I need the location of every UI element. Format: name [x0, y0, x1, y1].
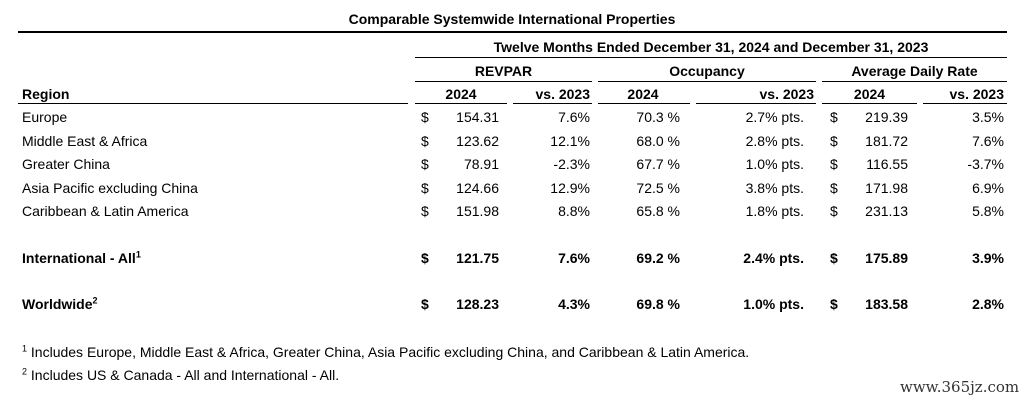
occupancy-2024-cell: 70.3 %	[636, 109, 680, 125]
revpar-2024-cell: 124.66	[456, 180, 499, 196]
group-header-adr: Average Daily Rate	[851, 63, 978, 79]
title-rule	[18, 31, 1007, 33]
adr-2024-cell: 175.89	[865, 250, 908, 266]
adr-change-cell: 2.8%	[972, 296, 1004, 312]
currency-symbol: $	[830, 156, 838, 172]
header-rule-revpar-2024	[415, 103, 507, 104]
revpar-change-cell: 12.1%	[550, 133, 590, 149]
group-rule-occupancy	[598, 81, 816, 82]
footnote-marker: 2	[22, 366, 28, 377]
group-header-revpar: REVPAR	[474, 63, 533, 79]
revpar-2024-cell: 121.75	[456, 250, 499, 266]
column-header-occupancy-2024: 2024	[627, 86, 659, 102]
header-rule-revpar-vs2023	[513, 103, 592, 104]
region-cell: Asia Pacific excluding China	[22, 180, 198, 196]
currency-symbol: $	[421, 180, 429, 196]
currency-symbol: $	[830, 203, 838, 219]
occupancy-change-cell: 3.8% pts.	[745, 180, 804, 196]
column-header-occupancy-vs2023: vs. 2023	[759, 86, 815, 102]
occupancy-2024-cell: 69.8 %	[636, 296, 680, 312]
currency-symbol: $	[421, 296, 429, 312]
revpar-2024-cell: 151.98	[456, 203, 499, 219]
header-rule-occupancy-vs2023	[696, 103, 816, 104]
group-header-occupancy: Occupancy	[669, 63, 745, 79]
revpar-change-cell: 8.8%	[558, 203, 590, 219]
currency-symbol: $	[421, 109, 429, 125]
watermark: www.365jz.com	[900, 378, 1020, 396]
adr-2024-cell: 231.13	[865, 203, 908, 219]
region-label: Worldwide	[22, 296, 93, 312]
adr-change-cell: 3.9%	[972, 250, 1004, 266]
currency-symbol: $	[421, 156, 429, 172]
header-rule-adr-vs2023	[923, 103, 1007, 104]
adr-2024-cell: 116.55	[866, 156, 908, 172]
revpar-2024-cell: 123.62	[456, 133, 499, 149]
adr-2024-cell: 219.39	[865, 109, 908, 125]
occupancy-change-cell: 1.0% pts.	[743, 296, 804, 312]
region-cell: Middle East & Africa	[22, 133, 148, 149]
occupancy-2024-cell: 68.0 %	[636, 133, 680, 149]
column-header-revpar-vs2023: vs. 2023	[535, 86, 591, 102]
footnote-text: Includes US & Canada - All and Internati…	[30, 367, 340, 383]
currency-symbol: $	[830, 250, 838, 266]
header-rule-region	[18, 103, 408, 104]
occupancy-change-cell: 2.8% pts.	[745, 133, 804, 149]
currency-symbol: $	[421, 133, 429, 149]
currency-symbol: $	[830, 109, 838, 125]
header-rule-adr-2024	[822, 103, 917, 104]
adr-change-cell: 5.8%	[972, 203, 1004, 219]
occupancy-2024-cell: 65.8 %	[636, 203, 680, 219]
occupancy-2024-cell: 72.5 %	[636, 180, 680, 196]
occupancy-change-cell: 1.0% pts.	[745, 156, 804, 172]
header-rule-occupancy-2024	[598, 103, 690, 104]
adr-2024-cell: 181.72	[865, 133, 908, 149]
adr-change-cell: -3.7%	[967, 156, 1004, 172]
footnote-2: 2 Includes US & Canada - All and Interna…	[22, 366, 340, 383]
revpar-change-cell: 12.9%	[550, 180, 590, 196]
region-cell: Worldwide2	[22, 295, 98, 312]
currency-symbol: $	[830, 180, 838, 196]
revpar-change-cell: 7.6%	[558, 109, 590, 125]
currency-symbol: $	[830, 296, 838, 312]
occupancy-change-cell: 2.4% pts.	[743, 250, 804, 266]
revpar-2024-cell: 128.23	[456, 296, 499, 312]
footnote-text: Includes Europe, Middle East & Africa, G…	[30, 344, 750, 360]
occupancy-change-cell: 1.8% pts.	[745, 203, 804, 219]
occupancy-change-cell: 2.7% pts.	[745, 109, 804, 125]
column-header-region: Region	[22, 86, 70, 102]
period-header: Twelve Months Ended December 31, 2024 an…	[493, 39, 929, 55]
region-cell: Greater China	[22, 156, 110, 172]
column-header-revpar-2024: 2024	[445, 86, 477, 102]
footnote-marker: 2	[92, 295, 98, 306]
footnote-1: 1 Includes Europe, Middle East & Africa,…	[22, 343, 750, 360]
adr-change-cell: 6.9%	[972, 180, 1004, 196]
region-cell: International - All1	[22, 249, 141, 266]
adr-2024-cell: 171.98	[865, 180, 908, 196]
currency-symbol: $	[830, 133, 838, 149]
region-cell: Caribbean & Latin America	[22, 203, 189, 219]
column-header-adr-2024: 2024	[853, 86, 886, 102]
period-rule	[415, 57, 1007, 58]
revpar-2024-cell: 154.31	[456, 109, 499, 125]
table-title: Comparable Systemwide International Prop…	[348, 11, 676, 27]
column-header-adr-vs2023: vs. 2023	[949, 86, 1005, 102]
adr-change-cell: 3.5%	[972, 109, 1004, 125]
footnote-marker: 1	[135, 249, 141, 260]
adr-2024-cell: 183.58	[865, 296, 908, 312]
occupancy-2024-cell: 69.2 %	[636, 250, 680, 266]
revpar-change-cell: 4.3%	[558, 296, 590, 312]
revpar-change-cell: -2.3%	[553, 156, 590, 172]
occupancy-2024-cell: 67.7 %	[636, 156, 680, 172]
footnote-marker: 1	[22, 343, 28, 354]
adr-change-cell: 7.6%	[972, 133, 1004, 149]
revpar-change-cell: 7.6%	[558, 250, 590, 266]
currency-symbol: $	[421, 203, 429, 219]
region-label: International - All	[22, 250, 136, 266]
currency-symbol: $	[421, 250, 429, 266]
group-rule-adr	[822, 81, 1007, 82]
group-rule-revpar	[415, 81, 592, 82]
revpar-2024-cell: 78.91	[463, 156, 499, 172]
region-cell: Europe	[22, 109, 68, 125]
